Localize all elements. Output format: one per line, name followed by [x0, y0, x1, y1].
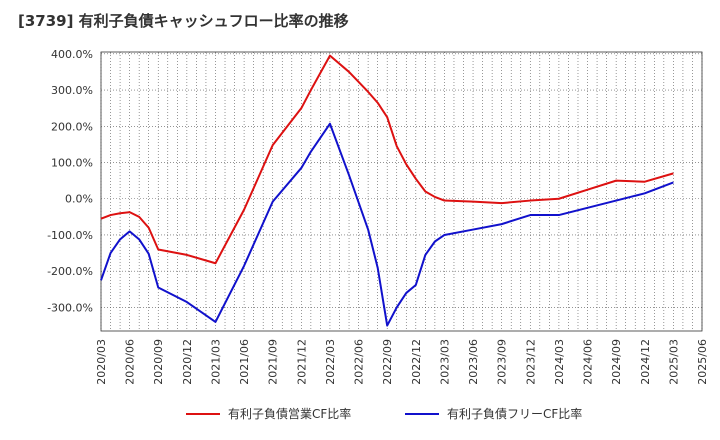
x-tick-label: 2023/03 [438, 339, 451, 385]
legend: 有利子負債営業CF比率 有利子負債フリーCF比率 [186, 406, 582, 421]
x-tick-label: 2023/09 [496, 339, 509, 385]
x-tick-label: 2023/06 [467, 339, 480, 385]
x-tick-label: 2020/09 [152, 339, 165, 385]
x-tick-label: 2022/09 [381, 339, 394, 385]
legend-label-2: 有利子負債フリーCF比率 [447, 406, 582, 421]
x-tick-label: 2023/12 [524, 339, 537, 385]
y-tick-label: -100.0% [47, 229, 93, 242]
x-tick-label: 2025/03 [667, 339, 680, 385]
y-tick-label: 0.0% [65, 193, 93, 206]
series-line-2 [100, 122, 674, 327]
x-tick-label: 2024/03 [553, 339, 566, 385]
x-tick-label: 2024/06 [582, 339, 595, 385]
y-tick-label: 400.0% [51, 48, 93, 61]
y-tick-label: -300.0% [47, 301, 93, 314]
series-layer [100, 54, 674, 327]
x-tick-label: 2021/12 [295, 339, 308, 385]
y-tick-label: 200.0% [51, 120, 93, 133]
legend-label-1: 有利子負債営業CF比率 [228, 406, 351, 421]
chart-title: [3739] 有利子負債キャッシュフロー比率の推移 [18, 12, 349, 30]
grid-layer [100, 52, 703, 331]
y-tick-label: -200.0% [47, 265, 93, 278]
x-tick-label: 2021/09 [267, 339, 280, 385]
x-tick-label: 2025/06 [696, 339, 709, 385]
plot-frame [100, 51, 703, 332]
y-tick-label: 300.0% [51, 84, 93, 97]
y-tick-label: 100.0% [51, 157, 93, 170]
x-tick-label: 2024/12 [639, 339, 652, 385]
x-tick-label: 2024/09 [610, 339, 623, 385]
x-tick-label: 2022/03 [324, 339, 337, 385]
x-tick-label: 2020/06 [124, 339, 137, 385]
series-line-1 [100, 54, 674, 265]
x-tick-label: 2020/12 [181, 339, 194, 385]
x-tick-label: 2021/03 [209, 339, 222, 385]
axis-layer: 400.0% 300.0% 200.0% 100.0% 0.0% -100.0% -200.… [47, 48, 709, 385]
x-tick-label: 2020/03 [95, 339, 108, 385]
x-tick-label: 2022/12 [410, 339, 423, 385]
x-tick-label: 2021/06 [238, 339, 251, 385]
x-tick-label: 2022/06 [353, 339, 366, 385]
